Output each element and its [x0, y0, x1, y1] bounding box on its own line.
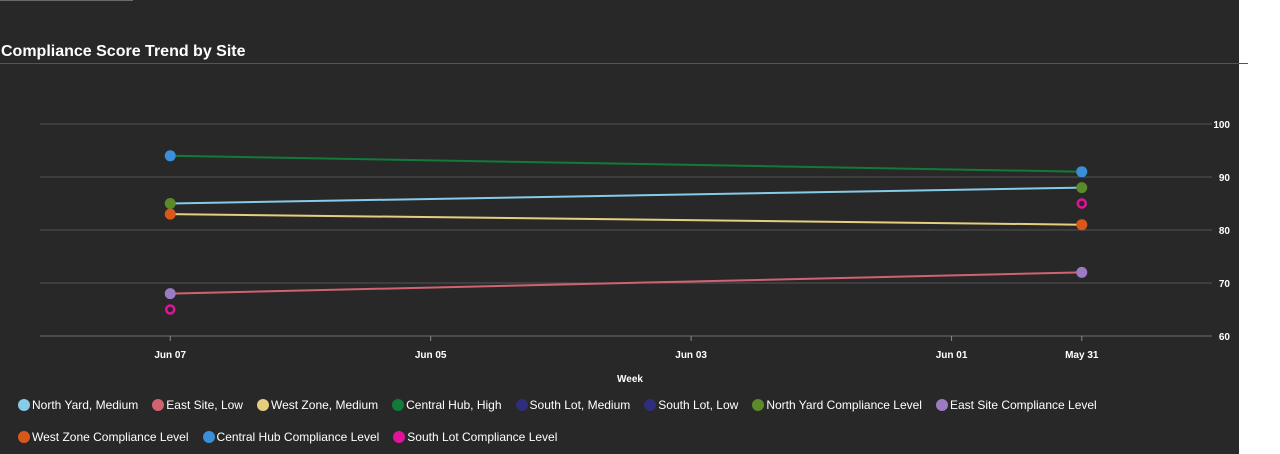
legend-swatch	[393, 431, 406, 443]
top-tab-indicator	[0, 0, 133, 1]
legend-label: East Site, Low	[166, 398, 243, 412]
legend-item[interactable]: South Lot Compliance Level	[393, 428, 557, 446]
series-line-central-hub-high	[170, 154, 1082, 173]
legend-item[interactable]: East Site, Low	[152, 396, 243, 414]
x-tick-label: Jun 03	[675, 350, 707, 361]
x-tick-label: May 31	[1065, 350, 1099, 361]
x-tick-label: Jun 05	[415, 350, 447, 361]
legend-swatch	[644, 399, 657, 411]
legend-swatch	[392, 399, 405, 411]
legend-label: East Site Compliance Level	[949, 398, 1097, 412]
series-line-east-site-low	[170, 271, 1082, 295]
x-axis-label: Week	[617, 374, 643, 385]
data-point	[1076, 166, 1088, 178]
legend-swatch	[202, 431, 215, 443]
data-point	[164, 208, 176, 220]
legend-label: North Yard Compliance Level	[766, 398, 922, 412]
legend-swatch	[752, 399, 765, 411]
legend-item[interactable]: South Lot, Low	[644, 396, 738, 414]
edge-divider	[1239, 63, 1248, 64]
legend-swatch	[256, 399, 269, 411]
y-tick-label: 70	[1219, 279, 1231, 290]
legend-label: Central Hub Compliance Level	[216, 430, 380, 444]
data-point	[164, 198, 176, 209]
y-tick-label: 80	[1219, 226, 1231, 237]
data-point	[1076, 219, 1088, 231]
x-tick-label: Jun 07	[154, 350, 186, 361]
data-point	[164, 288, 176, 300]
chart-title: Compliance Score Trend by Site	[1, 43, 246, 60]
legend-item[interactable]: North Yard, Medium	[18, 396, 138, 414]
legend-label: North Yard, Medium	[32, 398, 139, 412]
legend-item[interactable]: East Site Compliance Level	[935, 396, 1097, 414]
data-point	[1076, 182, 1088, 194]
legend-label: South Lot Compliance Level	[407, 430, 558, 444]
legend-swatch	[152, 399, 165, 411]
legend-swatch	[18, 431, 30, 443]
series-line-north-yard-medium	[170, 186, 1082, 205]
chart-panel: Compliance Score Trend by Site 60 70 80 90 1…	[0, 0, 1239, 454]
legend-label: West Zone, Medium	[270, 398, 379, 412]
legend-label: Central Hub, High	[406, 398, 502, 412]
legend-swatch	[18, 399, 30, 411]
series-line-west-zone-medium	[170, 213, 1082, 226]
legend-item[interactable]: North Yard Compliance Level	[752, 396, 922, 414]
legend-item[interactable]: Central Hub Compliance Level	[202, 428, 380, 446]
legend-item[interactable]: South Lot, Medium	[515, 396, 631, 414]
chart-plot: 60 70 80 90 100 Jun 07 Jun 05 Jun 03 Jun 01 May 3…	[40, 120, 1231, 385]
x-tick-label: Jun 01	[936, 350, 968, 361]
chart-legend: North Yard, Medium East Site, Low West Zon…	[18, 396, 1228, 446]
y-tick-label: 60	[1219, 332, 1231, 343]
legend-label: West Zone Compliance Level	[32, 430, 189, 444]
legend-item[interactable]: West Zone Compliance Level	[18, 428, 189, 446]
legend-swatch	[515, 399, 528, 411]
data-point	[1076, 266, 1088, 278]
legend-swatch	[935, 399, 948, 411]
data-point-ring	[164, 304, 176, 315]
y-tick-label: 90	[1219, 173, 1231, 184]
title-divider	[0, 63, 1239, 64]
legend-label: South Lot, Medium	[529, 398, 631, 412]
data-point	[164, 150, 176, 162]
legend-item[interactable]: West Zone, Medium	[256, 396, 379, 414]
data-point-ring	[1076, 198, 1088, 209]
legend-label: South Lot, Low	[658, 398, 739, 412]
y-tick-label: 100	[1213, 120, 1230, 131]
legend-item[interactable]: Central Hub, High	[392, 396, 502, 414]
